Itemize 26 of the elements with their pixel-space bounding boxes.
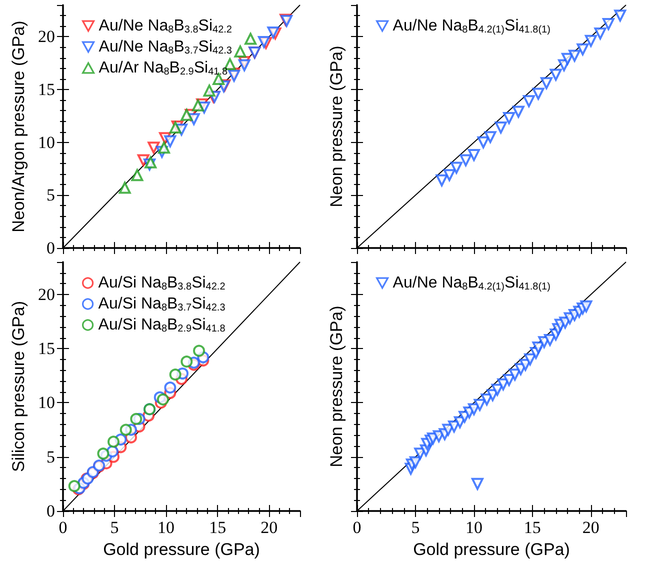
y-tick-label: 20 — [38, 284, 55, 304]
y-tick-label: 10 — [38, 393, 55, 412]
y-tick-label: 15 — [38, 80, 55, 100]
x-tick-label: 20 — [582, 518, 600, 537]
x-axis-title: Gold pressure (GPa) — [413, 540, 570, 559]
y-tick-label: 0 — [46, 502, 55, 520]
y-axis-title: Neon pressure (GPa) — [327, 46, 346, 208]
y-tick-label: 20 — [38, 27, 55, 46]
x-tick-label: 5 — [411, 518, 420, 537]
x-tick-label: 0 — [352, 518, 362, 537]
y-tick-label: 0 — [46, 238, 55, 258]
x-tick-label: 15 — [524, 518, 541, 537]
x-tick-label: 0 — [58, 518, 68, 537]
x-axis-title: Gold pressure (GPa) — [103, 540, 260, 559]
y-tick-label: 5 — [46, 186, 55, 205]
y-tick-label: 10 — [38, 132, 55, 152]
x-tick-label: 5 — [110, 518, 119, 537]
x-tick-label: 20 — [260, 518, 278, 537]
x-tick-label: 10 — [465, 518, 482, 537]
y-axis-title: Neon/Argon pressure (GPa) — [9, 20, 28, 232]
y-axis-title: Silicon pressure (GPa) — [9, 300, 28, 472]
x-tick-label: 15 — [209, 518, 226, 537]
y-tick-label: 15 — [38, 339, 55, 358]
y-axis-title: Neon pressure (GPa) — [327, 306, 346, 468]
x-tick-label: 10 — [158, 518, 175, 537]
y-tick-label: 5 — [46, 447, 55, 466]
